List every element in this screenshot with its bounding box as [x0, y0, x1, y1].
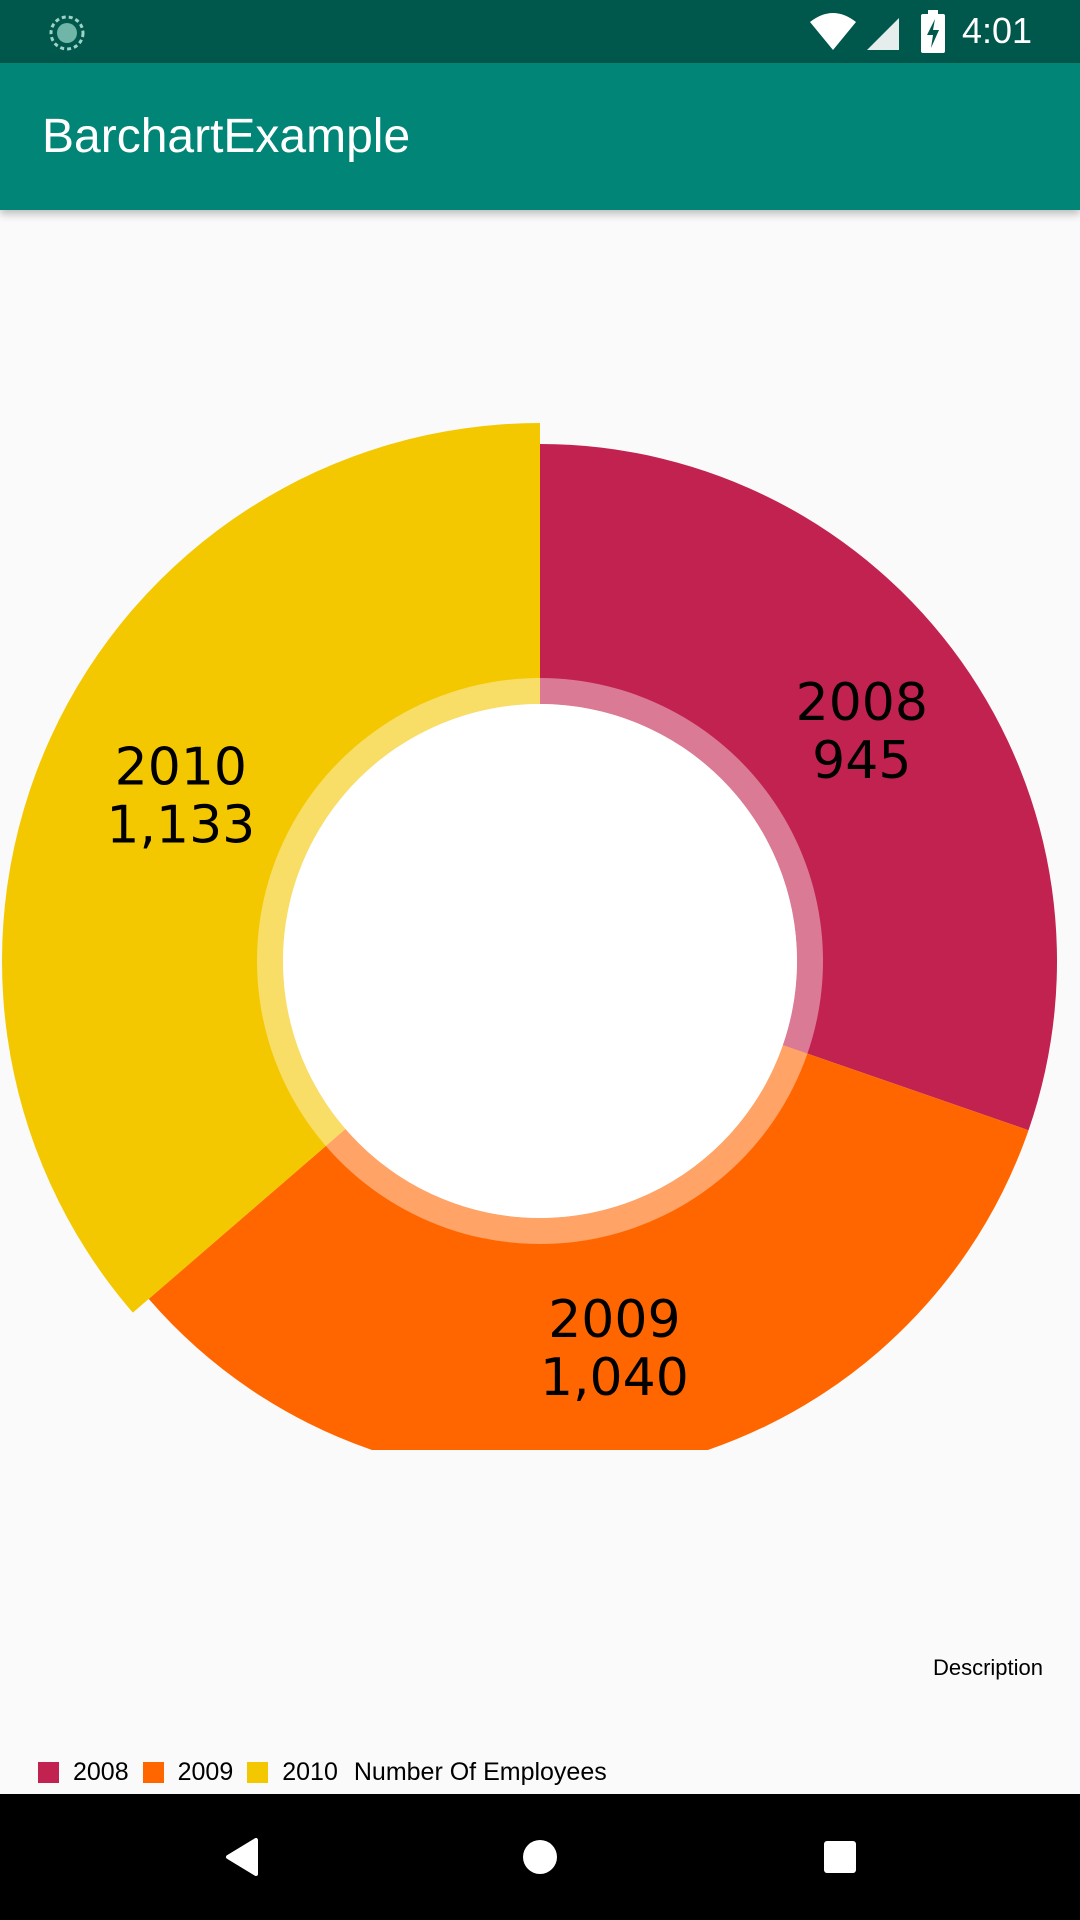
pie-slice-2008[interactable]	[540, 444, 1057, 1131]
inner-ring-2009	[325, 1045, 808, 1245]
app-bar: BarchartExample	[0, 63, 1080, 210]
inner-ring-2008	[540, 678, 824, 1054]
navigation-bar	[0, 1794, 1080, 1920]
legend-label: 2008	[73, 1757, 129, 1786]
recents-icon[interactable]	[807, 1824, 873, 1890]
slice-value-label: 1,040	[540, 1348, 689, 1408]
legend-item-2010: 2010	[247, 1758, 338, 1787]
inner-ring-2010	[256, 678, 540, 1146]
back-icon[interactable]	[208, 1824, 274, 1890]
wifi-icon	[810, 13, 856, 50]
slice-value-label: 1,133	[106, 796, 255, 856]
pie-slice-2009[interactable]	[148, 1045, 1029, 1450]
app-title: BarchartExample	[42, 110, 411, 163]
slice-category-label: 2009	[548, 1290, 680, 1350]
pie-chart[interactable]: 2008 945 2009 1,040 2010 1,133 Description 20…	[0, 210, 1080, 1794]
legend-label: 2009	[177, 1757, 234, 1786]
chart-legend: 2008 2009 2010 Number Of Employees	[38, 1752, 607, 1792]
slice-category-label: 2010	[115, 738, 247, 798]
loading-icon	[49, 15, 85, 51]
slice-value-label: 945	[812, 731, 911, 791]
pie-slice-2010[interactable]	[1, 423, 541, 1313]
battery-charging-icon	[921, 10, 945, 53]
slice-category-label: 2008	[796, 673, 928, 733]
home-icon[interactable]	[507, 1824, 573, 1890]
legend-label: 2010	[282, 1757, 338, 1786]
legend-swatch	[38, 1761, 59, 1783]
legend-item-2008: 2008	[38, 1758, 129, 1787]
signal-icon	[867, 18, 899, 50]
legend-series-name: Number Of Employees	[353, 1757, 607, 1786]
legend-swatch	[142, 1761, 164, 1783]
status-time: 4:01	[962, 10, 1033, 51]
legend-item-2009: 2009	[142, 1757, 234, 1787]
chart-description: Description	[932, 1655, 1043, 1680]
status-bar: 4:01	[0, 0, 1080, 63]
donut-hole	[283, 704, 797, 1218]
legend-swatch	[247, 1761, 269, 1783]
